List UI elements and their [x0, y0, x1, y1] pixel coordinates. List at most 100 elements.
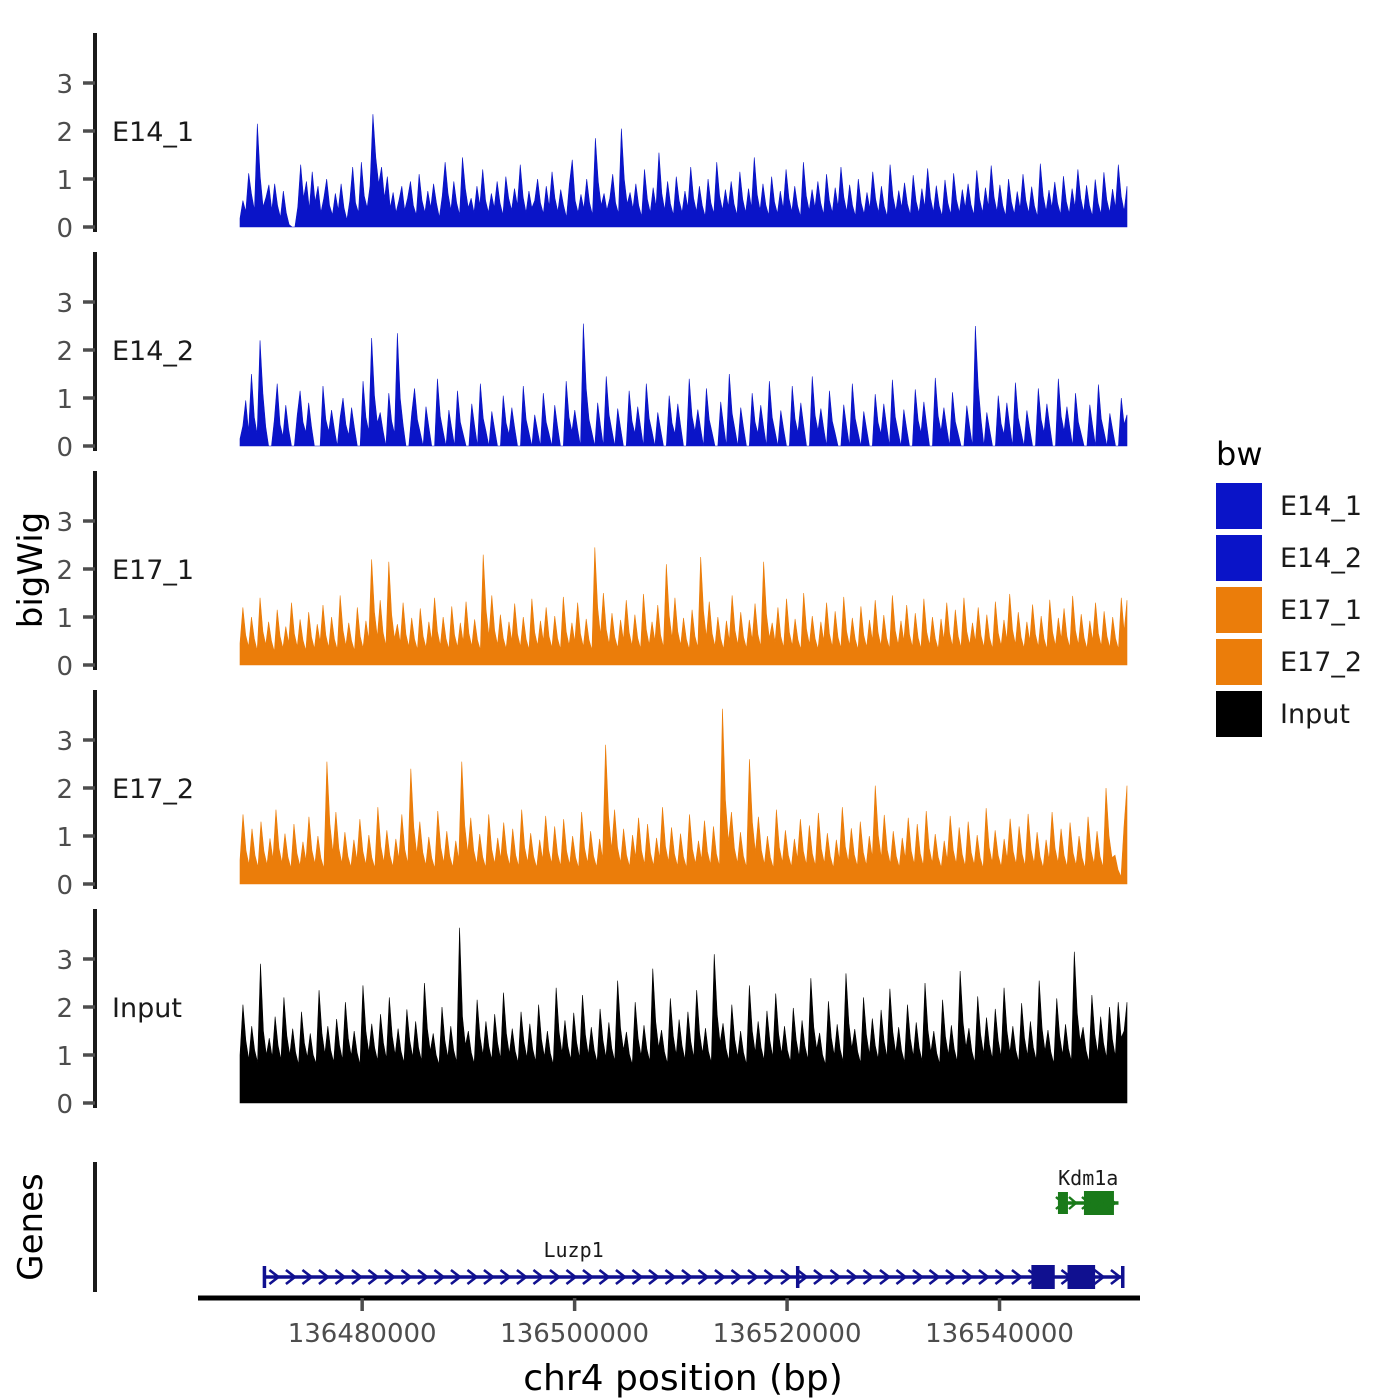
track-e17_2: 0 1 2 3 E17_2 — [56, 690, 1128, 901]
legend-label-e14_2: E14_2 — [1280, 543, 1362, 574]
legend-swatch-e17_2[interactable] — [1216, 639, 1262, 685]
strand-arrow — [334, 1268, 347, 1286]
strand-arrow — [829, 1268, 842, 1286]
strand-arrow — [912, 1268, 925, 1286]
track-name-label-input: Input — [112, 993, 182, 1024]
gene-label-kdm1a: Kdm1a — [1058, 1166, 1118, 1190]
strand-arrow — [664, 1268, 677, 1286]
legend-swatch-e14_1[interactable] — [1216, 483, 1262, 529]
y-tick-label: 1 — [56, 385, 73, 415]
wiggle-area-e17_2 — [239, 708, 1128, 885]
y-tick-label: 2 — [56, 556, 73, 586]
y-tick-label: 3 — [56, 289, 73, 319]
strand-arrow — [499, 1268, 512, 1286]
legend-swatch-input[interactable] — [1216, 691, 1262, 737]
strand-arrow — [747, 1268, 760, 1286]
genes-axis-title: Genes — [11, 1173, 51, 1280]
y-axis-title: bigWig — [11, 512, 51, 629]
strand-arrow — [978, 1268, 991, 1286]
exon-block — [1031, 1265, 1055, 1289]
legend-label-e14_1: E14_1 — [1280, 491, 1362, 522]
track-name-label-e14_1: E14_1 — [112, 117, 194, 148]
y-tick-label: 1 — [56, 604, 73, 634]
genes-panel: Genes Luzp1 Kdm1a — [11, 1162, 1125, 1292]
strand-arrow — [1093, 1268, 1106, 1286]
x-axis: 136480000 136500000 136520000 136540000 chr4… — [198, 1295, 1140, 1399]
y-tick-label: 0 — [56, 652, 73, 682]
legend: bw E14_1 E14_2 E17_1 E17_2 Input — [1216, 435, 1362, 737]
strand-arrow — [549, 1268, 562, 1286]
strand-arrow — [879, 1268, 892, 1286]
y-tick-label: 1 — [56, 1042, 73, 1072]
y-tick-label: 2 — [56, 994, 73, 1024]
strand-arrow — [1110, 1268, 1123, 1286]
strand-arrow — [433, 1268, 446, 1286]
legend-label-e17_2: E17_2 — [1280, 647, 1362, 678]
track-e14_2: 0 1 2 3 E14_2 — [56, 252, 1128, 463]
gene-luzp1[interactable]: Luzp1 — [262, 1238, 1125, 1289]
y-tick-label: 2 — [56, 775, 73, 805]
y-tick-label: 0 — [56, 433, 73, 463]
track-input: 0 1 2 3 Input — [56, 909, 1128, 1120]
x-axis-title: chr4 position (bp) — [523, 1358, 843, 1399]
strand-arrow — [483, 1268, 496, 1286]
strand-arrow — [1068, 1196, 1078, 1210]
strand-arrow — [862, 1268, 875, 1286]
strand-arrow — [945, 1268, 958, 1286]
wiggle-area-e14_1 — [239, 114, 1128, 228]
exon-block — [1067, 1265, 1096, 1289]
strand-arrow — [532, 1268, 545, 1286]
gene-kdm1a[interactable]: Kdm1a — [1055, 1166, 1119, 1215]
strand-arrow — [516, 1268, 529, 1286]
strand-arrow — [1081, 1196, 1091, 1210]
track-e17_1: 0 1 2 3 E17_1 — [56, 471, 1128, 682]
x-tick-label: 136540000 — [925, 1319, 1074, 1349]
y-tick-label: 3 — [56, 727, 73, 757]
strand-arrow — [615, 1268, 628, 1286]
x-tick-label: 136500000 — [500, 1319, 649, 1349]
strand-arrow — [598, 1268, 611, 1286]
strand-arrow — [714, 1268, 727, 1286]
strand-arrow — [466, 1268, 479, 1286]
y-tick-label: 0 — [56, 214, 73, 244]
legend-swatch-e14_2[interactable] — [1216, 535, 1262, 581]
wiggle-area-input — [239, 927, 1128, 1104]
y-tick-label: 2 — [56, 118, 73, 148]
strand-arrow — [994, 1268, 1007, 1286]
y-tick-label: 1 — [56, 166, 73, 196]
strand-arrow — [895, 1268, 908, 1286]
strand-arrow — [928, 1268, 941, 1286]
strand-arrow — [565, 1268, 578, 1286]
strand-arrow — [1055, 1196, 1065, 1210]
strand-arrow — [417, 1268, 430, 1286]
strand-arrow — [681, 1268, 694, 1286]
legend-title: bw — [1216, 435, 1262, 473]
wiggle-area-e14_2 — [239, 323, 1128, 447]
strand-arrow — [961, 1268, 974, 1286]
strand-arrow — [384, 1268, 397, 1286]
y-tick-label: 1 — [56, 823, 73, 853]
y-tick-label: 2 — [56, 337, 73, 367]
y-tick-label: 0 — [56, 1090, 73, 1120]
strand-arrow — [648, 1268, 661, 1286]
strand-arrow — [318, 1268, 331, 1286]
y-tick-label: 0 — [56, 871, 73, 901]
track-e14_1: 0 1 2 3 E14_1 — [56, 33, 1128, 244]
strand-arrow — [763, 1268, 776, 1286]
strand-arrow — [351, 1268, 364, 1286]
strand-arrow — [1094, 1196, 1104, 1210]
strand-arrow — [846, 1268, 859, 1286]
legend-label-input: Input — [1280, 699, 1350, 730]
legend-label-e17_1: E17_1 — [1280, 595, 1362, 626]
x-tick-label: 136480000 — [288, 1319, 437, 1349]
strand-arrow — [730, 1268, 743, 1286]
track-name-label-e17_1: E17_1 — [112, 555, 194, 586]
legend-swatch-e17_1[interactable] — [1216, 587, 1262, 633]
y-tick-label: 3 — [56, 946, 73, 976]
strand-arrow — [268, 1268, 281, 1286]
strand-arrow — [400, 1268, 413, 1286]
x-tick-label: 136520000 — [713, 1319, 862, 1349]
strand-arrow — [780, 1268, 793, 1286]
strand-arrow — [813, 1268, 826, 1286]
